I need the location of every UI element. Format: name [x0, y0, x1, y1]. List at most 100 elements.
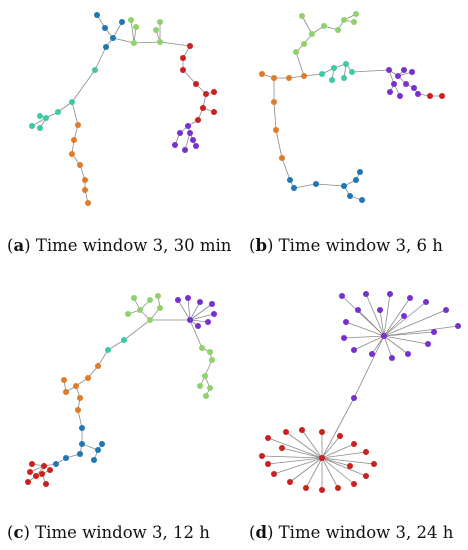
graph-node [207, 349, 213, 355]
graph-edge [293, 183, 317, 189]
graph-node [339, 293, 345, 299]
graph-node [353, 177, 359, 183]
graph-node [69, 99, 75, 105]
graph-node [409, 69, 415, 75]
graph-node [415, 91, 421, 97]
caption-b-letter: b [255, 236, 267, 255]
caption-d: (d) Time window 3, 24 h [249, 523, 454, 542]
graph-edge [321, 443, 355, 459]
graph-node [121, 337, 127, 343]
graph-node [155, 293, 161, 299]
graph-edge [261, 455, 323, 459]
graph-node [341, 75, 347, 81]
caption-b-text: Time window 3, 6 h [273, 236, 443, 255]
graph-edge [383, 335, 409, 355]
graph-node [343, 319, 349, 325]
graph-edge [315, 183, 345, 187]
graph-node [319, 487, 325, 493]
graph-node [195, 323, 201, 329]
graph-node [335, 485, 341, 491]
graph-node [187, 317, 193, 323]
graph-node [43, 481, 49, 487]
graph-node [403, 81, 409, 87]
graph-edge [71, 101, 79, 126]
graph-edge [321, 457, 351, 467]
graph-node [41, 463, 47, 469]
graph-node [25, 479, 31, 485]
graph-node [386, 67, 392, 73]
graph-node [153, 27, 159, 33]
graph-node [147, 297, 153, 303]
graph-node [128, 17, 134, 23]
graph-node [39, 471, 45, 477]
graph-edge [383, 335, 429, 345]
graph-node [265, 435, 271, 441]
graph-node [349, 69, 355, 75]
graph-edge [345, 321, 385, 337]
graph-edge [97, 349, 109, 367]
graph-node [102, 25, 108, 31]
graph-node [411, 85, 417, 91]
graph-node [195, 117, 201, 123]
graph-node [203, 393, 209, 399]
graph-node [271, 99, 277, 105]
graph-edge [77, 409, 83, 429]
graph-node [279, 155, 285, 161]
graph-node [71, 137, 77, 143]
graph-node [351, 19, 357, 25]
graph-node [209, 357, 215, 363]
graph-edge [379, 309, 385, 337]
graph-edge [383, 293, 391, 337]
graph-edge [107, 339, 125, 351]
graph-node [200, 105, 206, 111]
graph-edge [177, 299, 191, 321]
graph-node [303, 485, 309, 491]
graph-node [211, 311, 217, 317]
graph-node [395, 73, 401, 79]
graph-edge [281, 447, 323, 459]
graph-edge [130, 19, 135, 44]
graph-edge [353, 335, 385, 399]
graph-node [271, 75, 277, 81]
caption-a: (a) Time window 3, 30 min [7, 236, 232, 255]
graph-node [209, 301, 215, 307]
graph-node [95, 447, 101, 453]
graph-node [347, 463, 353, 469]
graph-edge [189, 319, 209, 323]
graph-edge [273, 457, 323, 475]
graph-edge [289, 457, 323, 483]
graph-node [283, 429, 289, 435]
graph-node [427, 93, 433, 99]
graph-node [279, 445, 285, 451]
graph-node [401, 313, 407, 319]
graph-node [37, 113, 43, 119]
graph-node [55, 109, 61, 115]
graph-edge [267, 457, 323, 465]
graph-node [110, 35, 116, 41]
graph-edge [321, 451, 367, 459]
graph-node [355, 307, 361, 313]
graph-node [61, 377, 67, 383]
graph-node [319, 71, 325, 77]
graph-edge [383, 331, 435, 337]
graph-edge [371, 335, 385, 355]
graph-node [185, 123, 191, 129]
graph-node [287, 479, 293, 485]
graph-edge [189, 303, 213, 321]
graph-edge [112, 21, 123, 39]
graph-node [443, 307, 449, 313]
graph-node [37, 125, 43, 131]
graph-node [299, 13, 305, 19]
graph-node [47, 467, 53, 473]
graph-node [172, 142, 178, 148]
graph-node [29, 461, 35, 467]
graph-node [125, 311, 131, 317]
graph-node [259, 453, 265, 459]
graph-node [331, 65, 337, 71]
graph-node [401, 67, 407, 73]
graph-node [69, 151, 75, 157]
graph-edge [187, 297, 191, 321]
graph-edge [123, 319, 151, 341]
graph-node [357, 169, 363, 175]
graph-node [439, 93, 445, 99]
